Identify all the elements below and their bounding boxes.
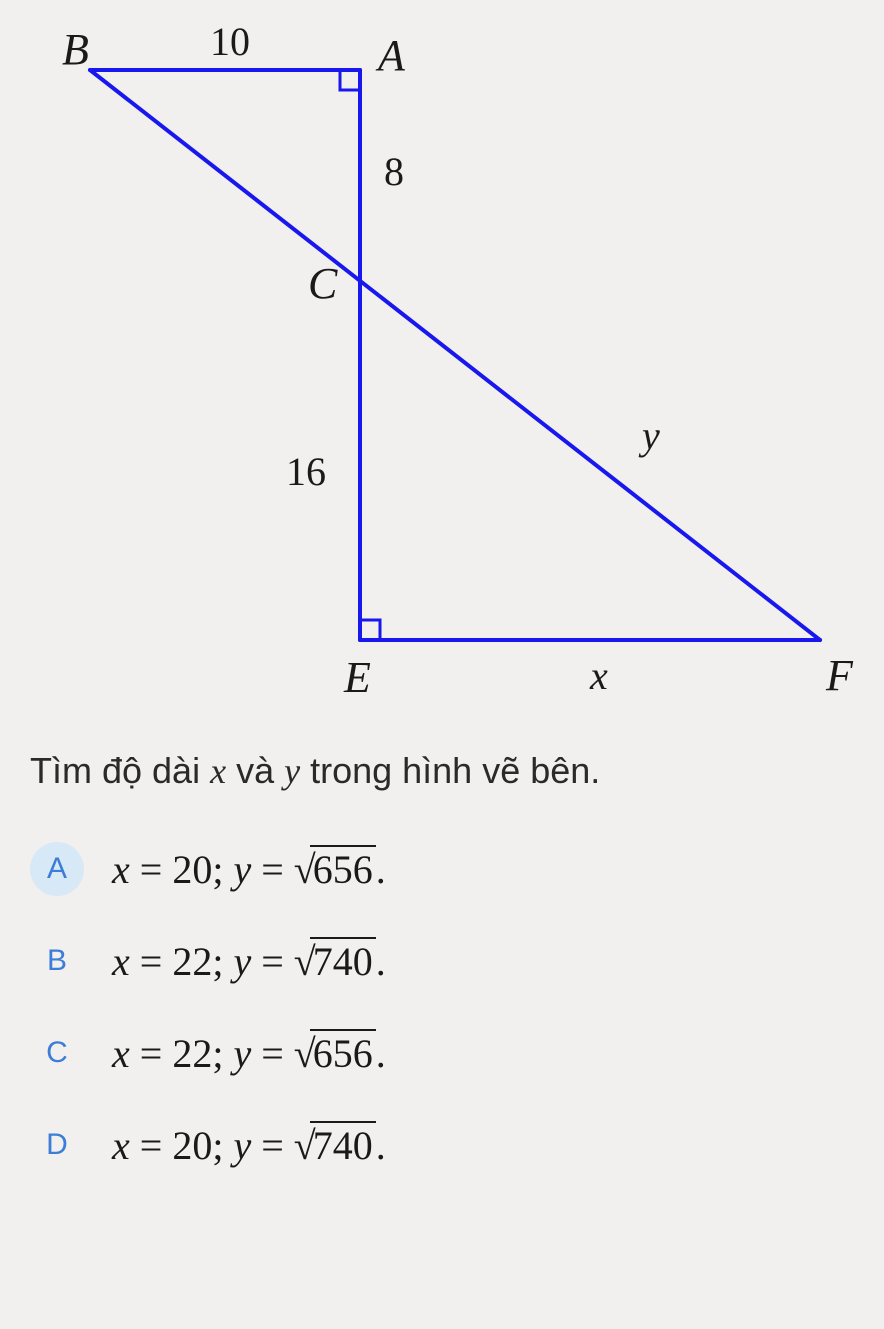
option-letter[interactable]: A: [30, 842, 84, 896]
option-A[interactable]: Ax = 20; y = √656.: [30, 842, 854, 896]
var-y: y: [284, 751, 300, 791]
option-D[interactable]: Dx = 20; y = √740.: [30, 1118, 854, 1172]
option-letter[interactable]: C: [30, 1026, 84, 1080]
option-B[interactable]: Bx = 22; y = √740.: [30, 934, 854, 988]
geometry-diagram: B A C E F 10 8 16 y x: [0, 0, 884, 740]
option-letter[interactable]: D: [30, 1118, 84, 1172]
diagram-svg: [0, 0, 884, 740]
options-list: Ax = 20; y = √656. Bx = 22; y = √740. Cx =…: [30, 842, 854, 1172]
option-letter[interactable]: B: [30, 934, 84, 988]
variable-label: y: [642, 412, 660, 459]
option-expression: x = 22; y = √656.: [112, 1030, 386, 1077]
point-label-C: C: [308, 258, 337, 309]
option-expression: x = 20; y = √740.: [112, 1122, 386, 1169]
option-expression: x = 22; y = √740.: [112, 938, 386, 985]
point-label-F: F: [826, 650, 853, 701]
variable-label: x: [590, 652, 608, 699]
question-text: Tìm độ dài x và y trong hình vẽ bên.: [30, 750, 854, 792]
var-x: x: [210, 751, 226, 791]
option-C[interactable]: Cx = 22; y = √656.: [30, 1026, 854, 1080]
edge-length-label: 16: [286, 448, 326, 495]
question-section: Tìm độ dài x và y trong hình vẽ bên. Ax …: [0, 740, 884, 1172]
point-label-A: A: [378, 30, 405, 81]
point-label-E: E: [344, 652, 371, 703]
edge-length-label: 10: [210, 18, 250, 65]
edge-length-label: 8: [384, 148, 404, 195]
option-expression: x = 20; y = √656.: [112, 846, 386, 893]
point-label-B: B: [62, 24, 89, 75]
